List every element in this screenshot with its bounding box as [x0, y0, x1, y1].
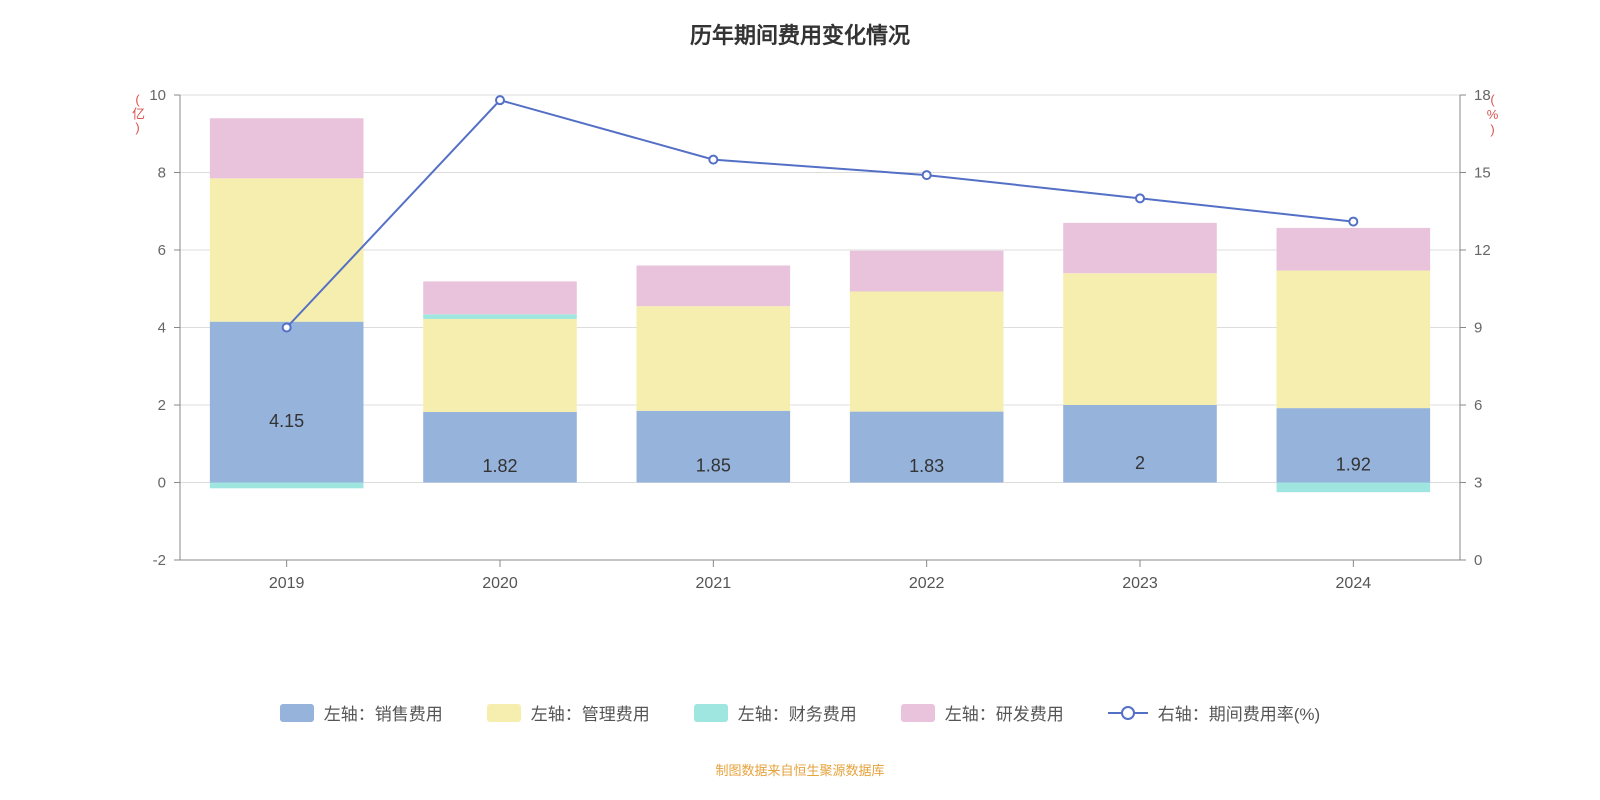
bar-value-label: 4.15 — [269, 411, 304, 431]
bar-segment — [423, 281, 577, 314]
x-tick-label: 2021 — [696, 575, 732, 592]
bar-segment — [1063, 223, 1217, 273]
bar-value-label: 2 — [1135, 453, 1145, 473]
legend-item: 左轴：管理费用 — [487, 700, 650, 725]
bar-value-label: 1.92 — [1336, 454, 1371, 474]
legend-label: 左轴：销售费用 — [324, 700, 443, 725]
bar-segment — [1277, 483, 1431, 493]
x-tick-label: 2022 — [909, 575, 945, 592]
bar-segment — [1277, 228, 1431, 271]
y-right-tick-label: 6 — [1474, 397, 1482, 414]
bar-segment — [210, 322, 364, 483]
y-right-tick-label: 0 — [1474, 552, 1482, 569]
line-marker — [283, 324, 291, 332]
legend-item: 右轴：期间费用率(%) — [1108, 700, 1320, 725]
legend: 左轴：销售费用 左轴：管理费用 左轴：财务费用 左轴：研发费用 右轴：期间费用率(%) — [0, 700, 1600, 725]
bar-segment — [637, 306, 791, 411]
y-left-tick-label: 6 — [158, 242, 166, 259]
legend-label: 左轴：财务费用 — [738, 700, 857, 725]
legend-swatch — [694, 704, 728, 722]
line-marker — [1136, 194, 1144, 202]
bar-segment — [850, 251, 1004, 292]
x-tick-label: 2019 — [269, 575, 305, 592]
chart-title: 历年期间费用变化情况 — [0, 18, 1600, 50]
legend-label: 左轴：管理费用 — [531, 700, 650, 725]
left-axis-unit: (亿) — [128, 92, 147, 135]
y-right-tick-label: 12 — [1474, 242, 1491, 259]
x-tick-label: 2020 — [482, 575, 518, 592]
y-left-tick-label: 4 — [158, 320, 166, 337]
legend-swatch — [901, 704, 935, 722]
bar-segment — [423, 319, 577, 412]
bar-segment — [850, 291, 1004, 411]
bar-segment — [423, 314, 577, 319]
legend-item: 左轴：销售费用 — [280, 700, 443, 725]
x-tick-label: 2023 — [1122, 575, 1158, 592]
source-note: 制图数据来自恒生聚源数据库 — [0, 760, 1600, 779]
line-marker — [1349, 218, 1357, 226]
x-tick-label: 2024 — [1336, 575, 1372, 592]
legend-item: 左轴：研发费用 — [901, 700, 1064, 725]
legend-label: 左轴：研发费用 — [945, 700, 1064, 725]
bar-segment — [1063, 273, 1217, 405]
y-left-tick-label: 0 — [158, 475, 166, 492]
y-left-tick-label: 8 — [158, 165, 166, 182]
bar-value-label: 1.85 — [696, 456, 731, 476]
y-right-tick-label: 3 — [1474, 475, 1482, 492]
y-left-tick-label: 10 — [149, 87, 166, 104]
y-left-tick-label: -2 — [153, 552, 166, 569]
y-right-tick-label: 9 — [1474, 320, 1482, 337]
bar-segment — [210, 178, 364, 321]
chart-container: 历年期间费用变化情况 (亿) (%) -2024681003691215184.… — [0, 0, 1600, 800]
chart-plot-area: -2024681003691215184.151.821.851.8321.92… — [180, 95, 1460, 615]
bar-segment — [210, 118, 364, 178]
y-right-tick-label: 18 — [1474, 87, 1491, 104]
legend-swatch — [280, 704, 314, 722]
bar-segment — [637, 266, 791, 307]
line-marker — [923, 171, 931, 179]
legend-item: 左轴：财务费用 — [694, 700, 857, 725]
line-marker — [496, 96, 504, 104]
bar-value-label: 1.82 — [482, 456, 517, 476]
legend-label: 右轴：期间费用率(%) — [1158, 700, 1320, 725]
bar-value-label: 1.83 — [909, 456, 944, 476]
legend-line-icon — [1108, 704, 1148, 722]
bar-segment — [1277, 271, 1431, 409]
legend-swatch — [487, 704, 521, 722]
y-right-tick-label: 15 — [1474, 165, 1491, 182]
line-marker — [709, 156, 717, 164]
bar-segment — [210, 483, 364, 489]
chart-svg: -2024681003691215184.151.821.851.8321.92… — [180, 95, 1460, 615]
y-left-tick-label: 2 — [158, 397, 166, 414]
